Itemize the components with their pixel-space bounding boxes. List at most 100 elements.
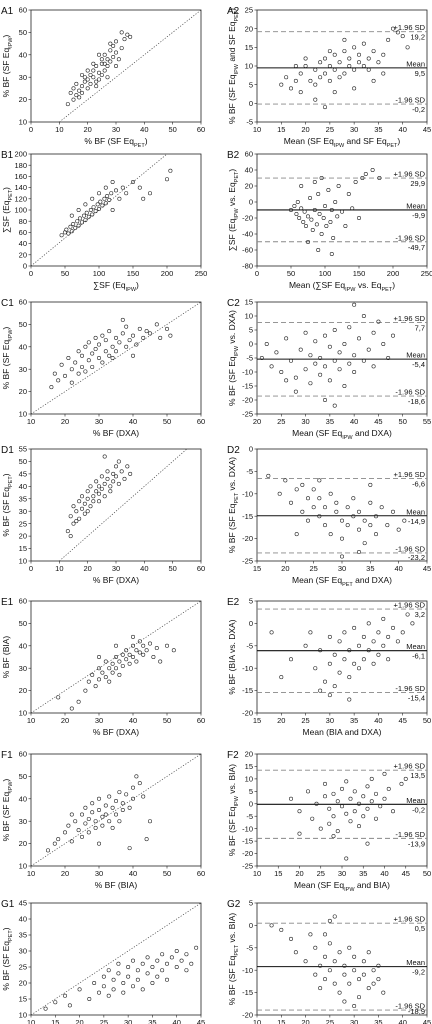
- data-point: [336, 184, 341, 189]
- y-tick-label: 10: [19, 709, 27, 718]
- data-point: [119, 469, 124, 474]
- data-point: [97, 666, 102, 671]
- data-point: [302, 209, 307, 214]
- x-tick-label: 10: [253, 125, 261, 134]
- data-point: [65, 529, 70, 534]
- data-point: [114, 39, 119, 44]
- data-point: [305, 789, 310, 794]
- data-point: [99, 486, 104, 491]
- data-point: [131, 796, 136, 801]
- data-point: [134, 648, 139, 653]
- y-tick-label: -15: [242, 988, 253, 997]
- data-point: [356, 60, 361, 65]
- data-point: [80, 72, 85, 77]
- panel-E1: 10 20 30 40 50 60 10 20 30 40 50 60 % BF (DXA) % BF (…: [1, 597, 205, 737]
- data-point: [356, 550, 361, 555]
- data-point: [93, 335, 98, 340]
- data-point: [120, 652, 125, 657]
- data-point: [308, 932, 313, 937]
- data-point: [305, 214, 310, 219]
- data-point: [373, 514, 378, 519]
- data-point: [366, 950, 371, 955]
- data-point: [337, 60, 342, 65]
- data-point: [90, 364, 95, 369]
- lower-loa-value: -23,2: [408, 553, 425, 562]
- data-point: [103, 659, 108, 664]
- upper-loa-value: 19,2: [410, 33, 425, 42]
- y-tick-label: -20: [242, 709, 253, 718]
- data-point: [360, 176, 365, 181]
- data-point: [305, 518, 310, 523]
- data-point: [127, 805, 132, 810]
- data-point: [277, 491, 282, 496]
- data-point: [52, 841, 57, 846]
- data-point: [346, 192, 351, 197]
- data-point: [93, 819, 98, 824]
- data-point: [356, 666, 361, 671]
- y-tick-label: 50: [19, 619, 27, 628]
- panel-C1: 10 20 30 40 50 60 10 20 30 40 50 60 % BF (DXA) % BF (…: [1, 298, 205, 438]
- y-axis-label: % BF (SF EqIPW and SF EqPET): [227, 8, 240, 124]
- x-tick-label: 40: [399, 1018, 407, 1024]
- data-point: [97, 77, 102, 82]
- data-point: [120, 317, 125, 322]
- data-point: [124, 648, 129, 653]
- data-point: [131, 654, 136, 659]
- data-point: [95, 202, 100, 207]
- data-point: [344, 779, 349, 784]
- data-point: [294, 532, 299, 537]
- data-point: [347, 64, 352, 69]
- data-point: [144, 837, 149, 842]
- x-tick-label: 200: [387, 269, 400, 278]
- data-point: [125, 32, 130, 37]
- data-point: [356, 824, 361, 829]
- x-tick-label: 35: [366, 564, 374, 573]
- upper-loa-label: +1.96 SD: [394, 470, 426, 479]
- data-point: [91, 205, 96, 210]
- data-point: [264, 341, 269, 346]
- data-point: [390, 809, 395, 814]
- y-tick-label: 15: [19, 544, 27, 553]
- data-point: [309, 217, 314, 222]
- data-point: [335, 214, 340, 219]
- x-axis-label: Mean (SF EqIPW and BIA): [294, 880, 390, 893]
- panel-F2: 10 15 20 25 30 35 40 45 50 -25 -20 -15 -10 -5 0 5 10 15 20…: [227, 750, 431, 893]
- y-tick-label: 60: [19, 597, 27, 606]
- data-point: [102, 68, 107, 73]
- data-point: [92, 980, 97, 985]
- x-tick-label: 250: [195, 269, 208, 278]
- y-tick-label: 25: [19, 519, 27, 528]
- data-point: [99, 57, 104, 62]
- data-point: [303, 959, 308, 964]
- data-point: [274, 350, 279, 355]
- y-tick-label: -25: [242, 862, 253, 871]
- data-point: [316, 192, 321, 197]
- data-point: [279, 369, 284, 374]
- data-point: [293, 950, 298, 955]
- x-tick-label: 200: [161, 269, 174, 278]
- x-tick-label: 20: [301, 1018, 309, 1024]
- x-tick-label: 0: [29, 269, 33, 278]
- data-point: [303, 56, 308, 61]
- y-tick-label: -15: [242, 686, 253, 695]
- y-tick-label: 35: [19, 494, 27, 503]
- x-tick-label: 30: [350, 1018, 358, 1024]
- panel-label: D1: [1, 445, 14, 456]
- x-tick-label: 150: [127, 269, 140, 278]
- data-point: [292, 204, 297, 209]
- data-layer: [31, 601, 201, 713]
- data-point: [352, 789, 357, 794]
- y-tick-label: 40: [19, 641, 27, 650]
- plot-frame: [256, 600, 428, 714]
- x-tick-label: 40: [140, 125, 148, 134]
- data-point: [150, 964, 155, 969]
- data-point: [108, 48, 113, 53]
- data-layer: [257, 26, 427, 110]
- data-point: [62, 373, 67, 378]
- data-point: [368, 523, 373, 528]
- data-point: [68, 224, 73, 229]
- data-point: [148, 641, 153, 646]
- data-point: [405, 45, 410, 50]
- data-point: [322, 954, 327, 959]
